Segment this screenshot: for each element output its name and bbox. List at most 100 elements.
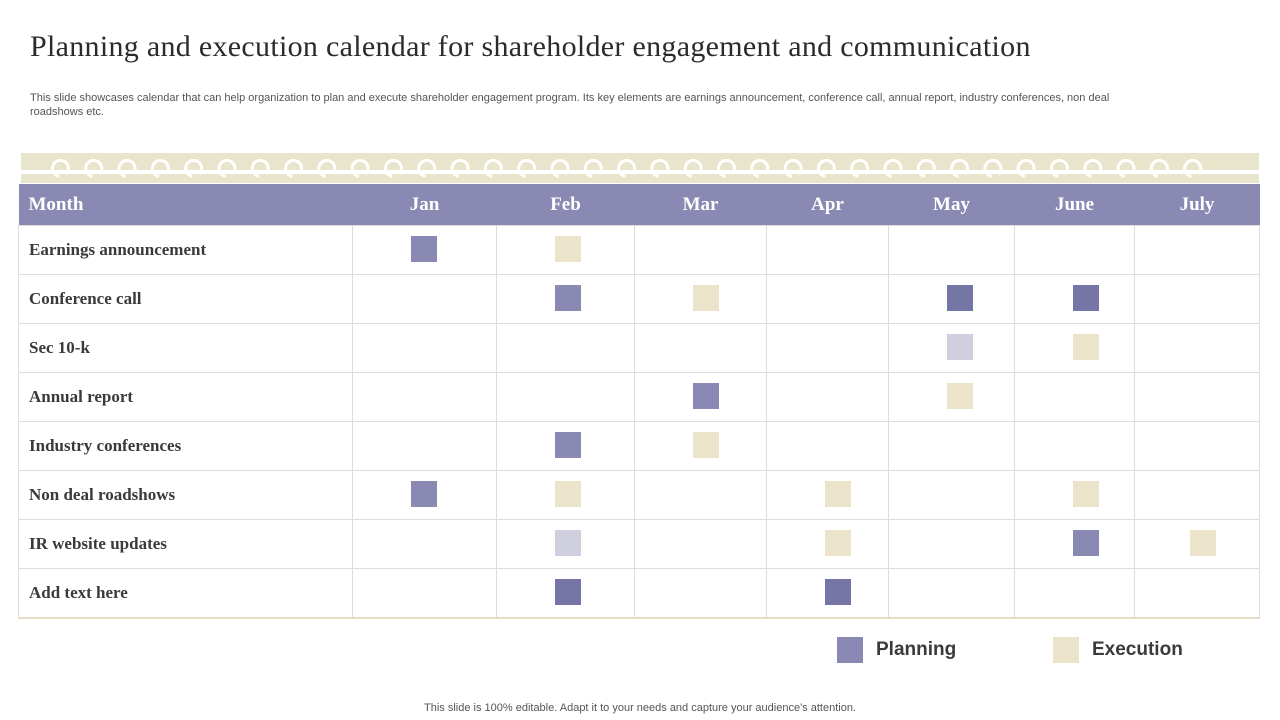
calendar-cell: [352, 470, 497, 520]
planning-marker: [693, 383, 719, 409]
planning-marker: [555, 530, 581, 556]
header-jan: Jan: [352, 184, 497, 226]
calendar-cell: [352, 421, 497, 471]
calendar-cell: [1014, 519, 1135, 569]
calendar-cell: [496, 519, 635, 569]
spiral-ring: [1116, 158, 1136, 178]
calendar-cell: [888, 470, 1015, 520]
spiral-ring: [850, 158, 870, 178]
spiral-ring: [1050, 158, 1069, 178]
execution-marker: [825, 530, 851, 556]
spiral-ring: [816, 158, 836, 178]
planning-marker: [1073, 285, 1099, 311]
row-label: Conference call: [18, 274, 353, 324]
spiral-ring: [517, 158, 537, 178]
execution-marker: [693, 432, 719, 458]
table-row: Sec 10-k: [18, 323, 1260, 373]
spiral-ring: [184, 158, 204, 178]
legend-execution-swatch: [1053, 637, 1079, 663]
spiral-ring: [1183, 158, 1203, 178]
execution-marker: [947, 383, 973, 409]
planning-marker: [411, 236, 437, 262]
row-label: Non deal roadshows: [18, 470, 353, 520]
spiral-ring: [1083, 158, 1103, 178]
execution-marker: [1073, 481, 1099, 507]
row-label: Sec 10-k: [18, 323, 353, 373]
spiral-ring: [916, 158, 936, 178]
calendar-cell: [496, 568, 635, 619]
calendar-cell: [1014, 372, 1135, 422]
spiral-ring: [51, 158, 70, 178]
calendar-cell: [634, 519, 767, 569]
spiral-ring: [950, 158, 970, 178]
calendar-cell: [888, 323, 1015, 373]
calendar-cell: [766, 225, 889, 275]
spiral-rings: [51, 158, 1203, 178]
calendar-cell: [888, 372, 1015, 422]
planning-marker: [1073, 530, 1099, 556]
spiral-ring: [217, 158, 237, 178]
table-row: Annual report: [18, 372, 1260, 422]
spiral-ring: [317, 158, 337, 178]
execution-marker: [1073, 334, 1099, 360]
table-row: IR website updates: [18, 519, 1260, 569]
spiral-ring: [617, 158, 637, 178]
calendar-cell: [352, 372, 497, 422]
calendar-cell: [766, 519, 889, 569]
calendar-cell: [766, 274, 889, 324]
calendar-cell: [888, 519, 1015, 569]
spiral-ring: [550, 158, 570, 178]
header-july: July: [1134, 184, 1260, 226]
calendar-cell: [496, 274, 635, 324]
page-title: Planning and execution calendar for shar…: [30, 30, 1031, 63]
calendar-cell: [352, 323, 497, 373]
header-month: Month: [18, 184, 353, 226]
spiral-ring: [250, 158, 270, 178]
calendar-cell: [888, 274, 1015, 324]
planning-marker: [947, 334, 973, 360]
header-feb: Feb: [496, 184, 635, 226]
calendar-cell: [496, 421, 635, 471]
execution-marker: [1190, 530, 1216, 556]
legend-planning-swatch: [837, 637, 863, 663]
calendar-cell: [634, 421, 767, 471]
calendar-cell: [1134, 470, 1260, 520]
calendar-cell: [1014, 323, 1135, 373]
calendar-cell: [634, 323, 767, 373]
legend-execution-label: Execution: [1092, 639, 1183, 660]
calendar-cell: [1134, 323, 1260, 373]
row-label: Earnings announcement: [18, 225, 353, 275]
calendar-cell: [1014, 568, 1135, 619]
spiral-ring: [683, 158, 703, 178]
spiral-ring: [284, 158, 304, 178]
calendar-cell: [1134, 421, 1260, 471]
spiral-ring: [1016, 158, 1036, 178]
calendar-cell: [352, 225, 497, 275]
calendar-cell: [496, 323, 635, 373]
spiral-ring: [384, 158, 403, 178]
table-row: Add text here: [18, 568, 1260, 619]
calendar-cell: [634, 274, 767, 324]
table-header-row: Month Jan Feb Mar Apr May June July: [18, 184, 1260, 226]
calendar-cell: [888, 225, 1015, 275]
planning-marker: [947, 285, 973, 311]
row-label: IR website updates: [18, 519, 353, 569]
header-mar: Mar: [634, 184, 767, 226]
calendar-cell: [634, 225, 767, 275]
execution-marker: [555, 481, 581, 507]
execution-marker: [825, 481, 851, 507]
row-label: Annual report: [18, 372, 353, 422]
table-row: Conference call: [18, 274, 1260, 324]
calendar-cell: [1134, 568, 1260, 619]
header-apr: Apr: [766, 184, 889, 226]
calendar-cell: [496, 470, 635, 520]
row-label: Add text here: [18, 568, 353, 619]
page-subtitle: This slide showcases calendar that can h…: [30, 92, 1110, 118]
spiral-ring: [150, 158, 170, 178]
calendar-cell: [1014, 225, 1135, 275]
execution-marker: [555, 236, 581, 262]
spiral-ring: [583, 158, 603, 178]
calendar-cell: [496, 372, 635, 422]
calendar-cell: [1014, 421, 1135, 471]
calendar-cell: [634, 568, 767, 619]
